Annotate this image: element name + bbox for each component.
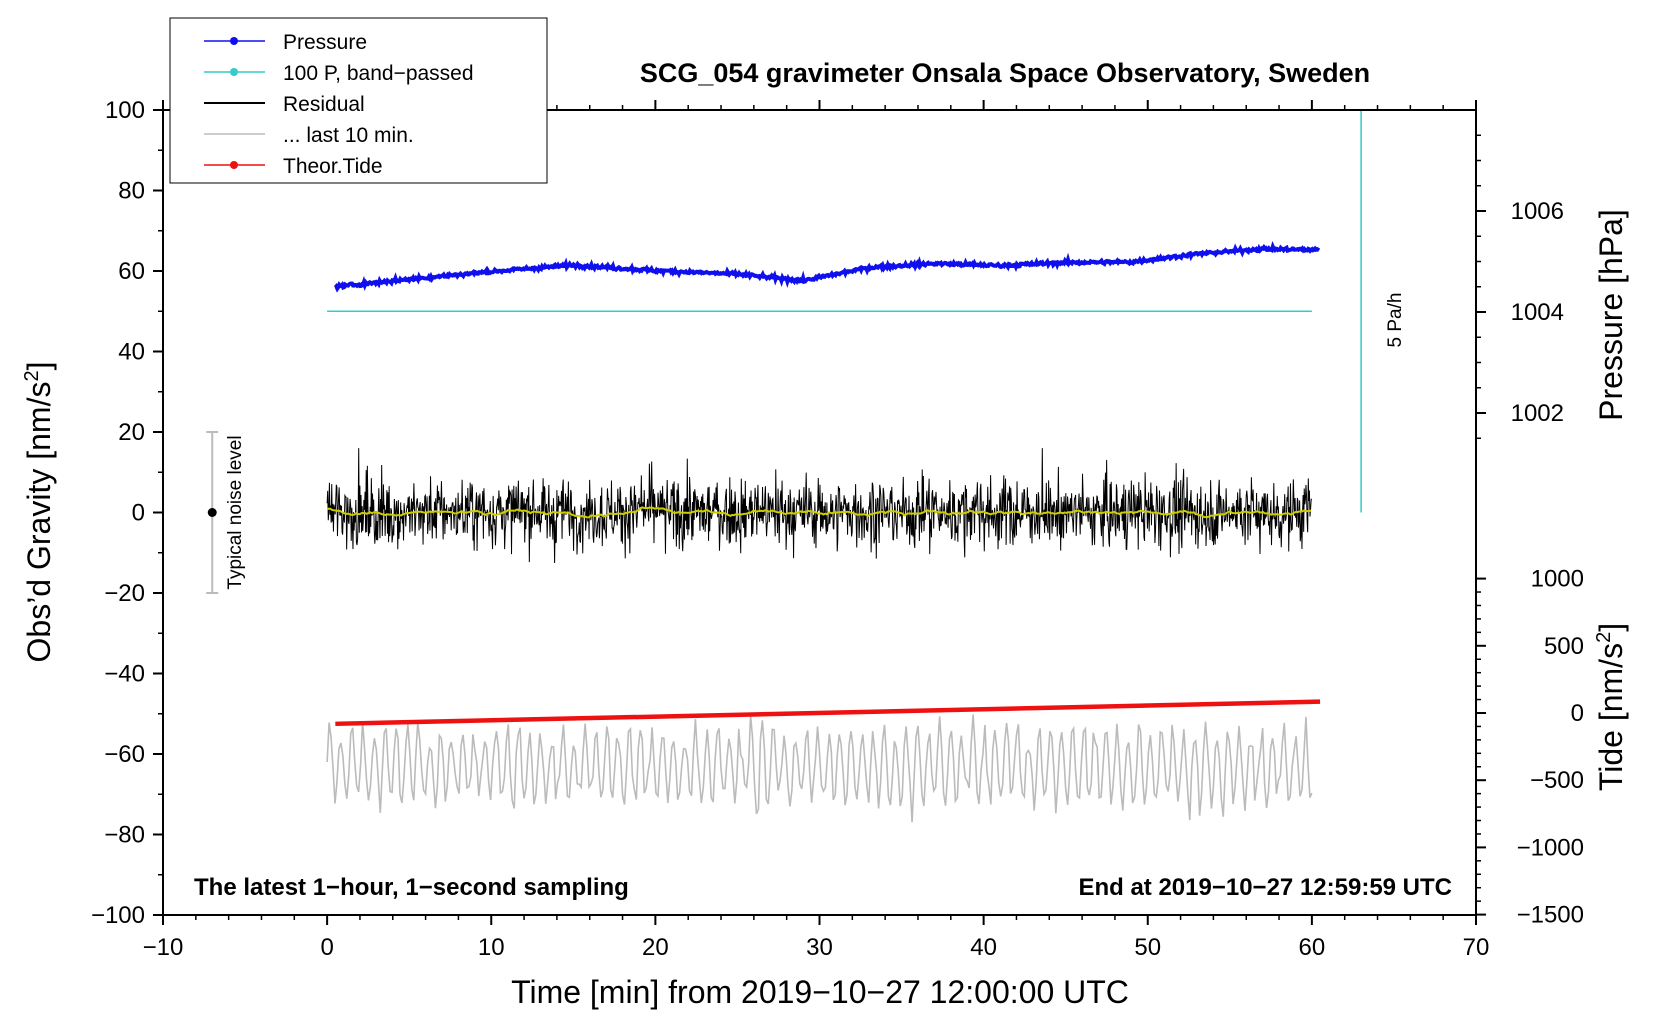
tide-tick-label: −1000 [1517,834,1584,861]
y-tick-label: −60 [104,741,145,768]
series-pressure-line [333,240,1321,293]
pressure-tick-label: 1006 [1511,198,1564,225]
tide-tick-label: −1500 [1517,902,1584,929]
legend-label: Pressure [283,31,367,54]
y-axis-label-tide-main: Tide [nm/s [1593,643,1629,791]
scale-bar-label: 5 Pa/h [1385,293,1406,348]
y-tick-label: −40 [104,661,145,688]
tide-tick-label: 0 [1571,700,1584,727]
y-axis-label-pressure: Pressure [hPa] [1593,209,1629,421]
x-tick-label: 10 [478,934,505,961]
tide-tick-label: 1000 [1531,566,1584,593]
legend-label: Theor.Tide [283,155,383,178]
legend-swatch-marker [230,68,238,76]
y-tick-label: 20 [118,419,145,446]
legend-label: 100 P, band−passed [283,62,474,85]
legend: Pressure 100 P, band−passed Residual ... la… [169,17,548,184]
plot-body [206,110,1362,823]
axis-ticks: −10 0 10 20 30 40 50 60 70100806040200−20−40−60−… [91,97,1584,961]
chart-title: SCG_054 gravimeter Onsala Space Observat… [640,58,1370,88]
y-axis-label-gravity: Obs’d Gravity [nm/s2] [21,362,57,663]
y-axis-label-gravity-sup: 2 [21,370,43,381]
y-tick-label: 40 [118,339,145,366]
legend-box [169,17,548,184]
y-axis-label-tide-tail: ] [1593,623,1629,632]
pressure-tick-label: 1002 [1511,400,1564,427]
y-tick-label: 100 [105,97,145,124]
tide-tick-label: −500 [1530,767,1584,794]
series-residual-line [326,448,1313,563]
x-tick-label: 20 [642,934,669,961]
pressure-tick-label: 1004 [1511,299,1564,326]
y-tick-label: −100 [91,902,145,929]
y-tick-label: −80 [104,822,145,849]
x-tick-label: 70 [1463,934,1490,961]
annotation-end-time: End at 2019−10−27 12:59:59 UTC [1078,874,1452,901]
y-axis-label-tide-sup: 2 [1593,632,1615,643]
y-tick-label: 80 [118,178,145,205]
noise-bar-center [207,508,217,517]
y-tick-label: 60 [118,258,145,285]
y-axis-label-gravity-main: Obs’d Gravity [nm/s [21,382,57,663]
legend-swatch-marker [230,37,238,45]
x-tick-label: 40 [970,934,997,961]
x-tick-label: 50 [1134,934,1161,961]
series-last-10-min-line [326,714,1313,823]
x-tick-label: 30 [806,934,833,961]
x-tick-label: −10 [143,934,184,961]
x-axis-label: Time [min] from 2019−10−27 12:00:00 UTC [511,974,1129,1010]
legend-label: ... last 10 min. [283,124,414,147]
y-axis-label-gravity-tail: ] [21,362,57,371]
y-axis-label-tide: Tide [nm/s2] [1593,623,1629,791]
series-tide-line [335,699,1321,727]
annotation-sampling: The latest 1−hour, 1−second sampling [194,874,629,901]
x-tick-label: 60 [1299,934,1326,961]
noise-level-label: Typical noise level [225,435,246,589]
legend-label: Residual [283,93,365,116]
x-tick-label: 0 [320,934,333,961]
series-residual-smoothed-line [326,506,1312,519]
tide-tick-label: 500 [1544,633,1584,660]
legend-swatch-marker [230,161,238,169]
y-tick-label: 0 [132,500,145,527]
y-tick-label: −20 [104,580,145,607]
